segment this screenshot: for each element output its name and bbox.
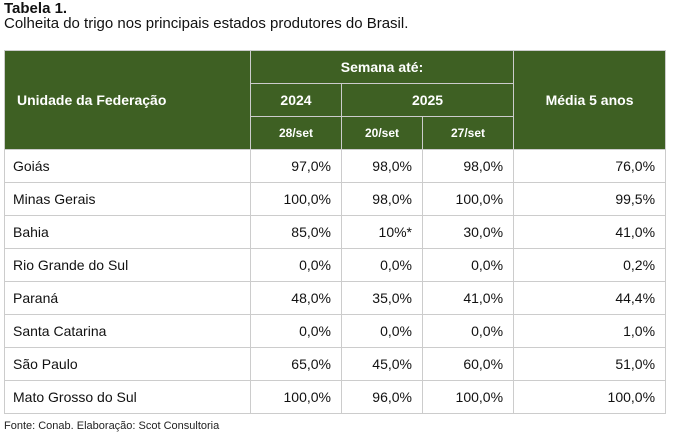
value-cell: 85,0% xyxy=(250,215,342,249)
value-cell: 45,0% xyxy=(341,347,423,381)
table-row: Minas Gerais 100,0% 98,0% 100,0% 99,5% xyxy=(4,182,667,216)
value-cell: 60,0% xyxy=(421,347,515,381)
table-title: Tabela 1. xyxy=(4,0,68,17)
value-cell: 48,0% xyxy=(250,281,342,315)
header-date-2: 20/set xyxy=(341,116,423,150)
value-cell: 65,0% xyxy=(250,347,342,381)
value-cell: 99,5% xyxy=(513,182,667,216)
table-row: Goiás 97,0% 98,0% 98,0% 76,0% xyxy=(4,149,667,183)
value-cell: 97,0% xyxy=(250,149,342,183)
header-uf: Unidade da Federação xyxy=(4,50,251,150)
value-cell: 100,0% xyxy=(421,380,515,414)
state-name: São Paulo xyxy=(4,347,251,381)
table-row: Paraná 48,0% 35,0% 41,0% 44,4% xyxy=(4,281,667,315)
header-date-1: 28/set xyxy=(250,116,342,150)
table-row: São Paulo 65,0% 45,0% 60,0% 51,0% xyxy=(4,347,667,381)
value-cell: 10%* xyxy=(341,215,423,249)
state-name: Minas Gerais xyxy=(4,182,251,216)
value-cell: 0,0% xyxy=(250,248,342,282)
value-cell: 41,0% xyxy=(421,281,515,315)
value-cell: 98,0% xyxy=(341,149,423,183)
value-cell: 41,0% xyxy=(513,215,667,249)
value-cell: 35,0% xyxy=(341,281,423,315)
table-row: Bahia 85,0% 10%* 30,0% 41,0% xyxy=(4,215,667,249)
value-cell: 98,0% xyxy=(341,182,423,216)
value-cell: 0,0% xyxy=(250,314,342,348)
value-cell: 44,4% xyxy=(513,281,667,315)
value-cell: 51,0% xyxy=(513,347,667,381)
value-cell: 0,0% xyxy=(341,314,423,348)
value-cell: 100,0% xyxy=(513,380,667,414)
state-name: Rio Grande do Sul xyxy=(4,248,251,282)
state-name: Mato Grosso do Sul xyxy=(4,380,251,414)
value-cell: 0,2% xyxy=(513,248,667,282)
value-cell: 98,0% xyxy=(421,149,515,183)
header-2024: 2024 xyxy=(250,83,342,117)
state-name: Bahia xyxy=(4,215,251,249)
state-name: Goiás xyxy=(4,149,251,183)
header-media: Média 5 anos xyxy=(513,50,667,150)
header-semana: Semana até: xyxy=(249,50,515,84)
harvest-table: Unidade da Federação Semana até: Média 5… xyxy=(4,50,667,414)
header-2025: 2025 xyxy=(340,83,515,117)
value-cell: 1,0% xyxy=(513,314,667,348)
value-cell: 0,0% xyxy=(421,314,515,348)
value-cell: 0,0% xyxy=(421,248,515,282)
state-name: Santa Catarina xyxy=(4,314,251,348)
value-cell: 96,0% xyxy=(341,380,423,414)
value-cell: 0,0% xyxy=(341,248,423,282)
value-cell: 100,0% xyxy=(250,380,342,414)
value-cell: 76,0% xyxy=(513,149,667,183)
source-note: Fonte: Conab. Elaboração: Scot Consultor… xyxy=(4,420,220,432)
table-row: Rio Grande do Sul 0,0% 0,0% 0,0% 0,2% xyxy=(4,248,667,282)
value-cell: 100,0% xyxy=(250,182,342,216)
value-cell: 100,0% xyxy=(421,182,515,216)
value-cell: 30,0% xyxy=(421,215,515,249)
header-date-3: 27/set xyxy=(421,116,515,150)
state-name: Paraná xyxy=(4,281,251,315)
table-row: Santa Catarina 0,0% 0,0% 0,0% 1,0% xyxy=(4,314,667,348)
table-row: Mato Grosso do Sul 100,0% 96,0% 100,0% 100,0… xyxy=(4,380,667,414)
table-subtitle: Colheita do trigo nos principais estados… xyxy=(4,15,409,32)
